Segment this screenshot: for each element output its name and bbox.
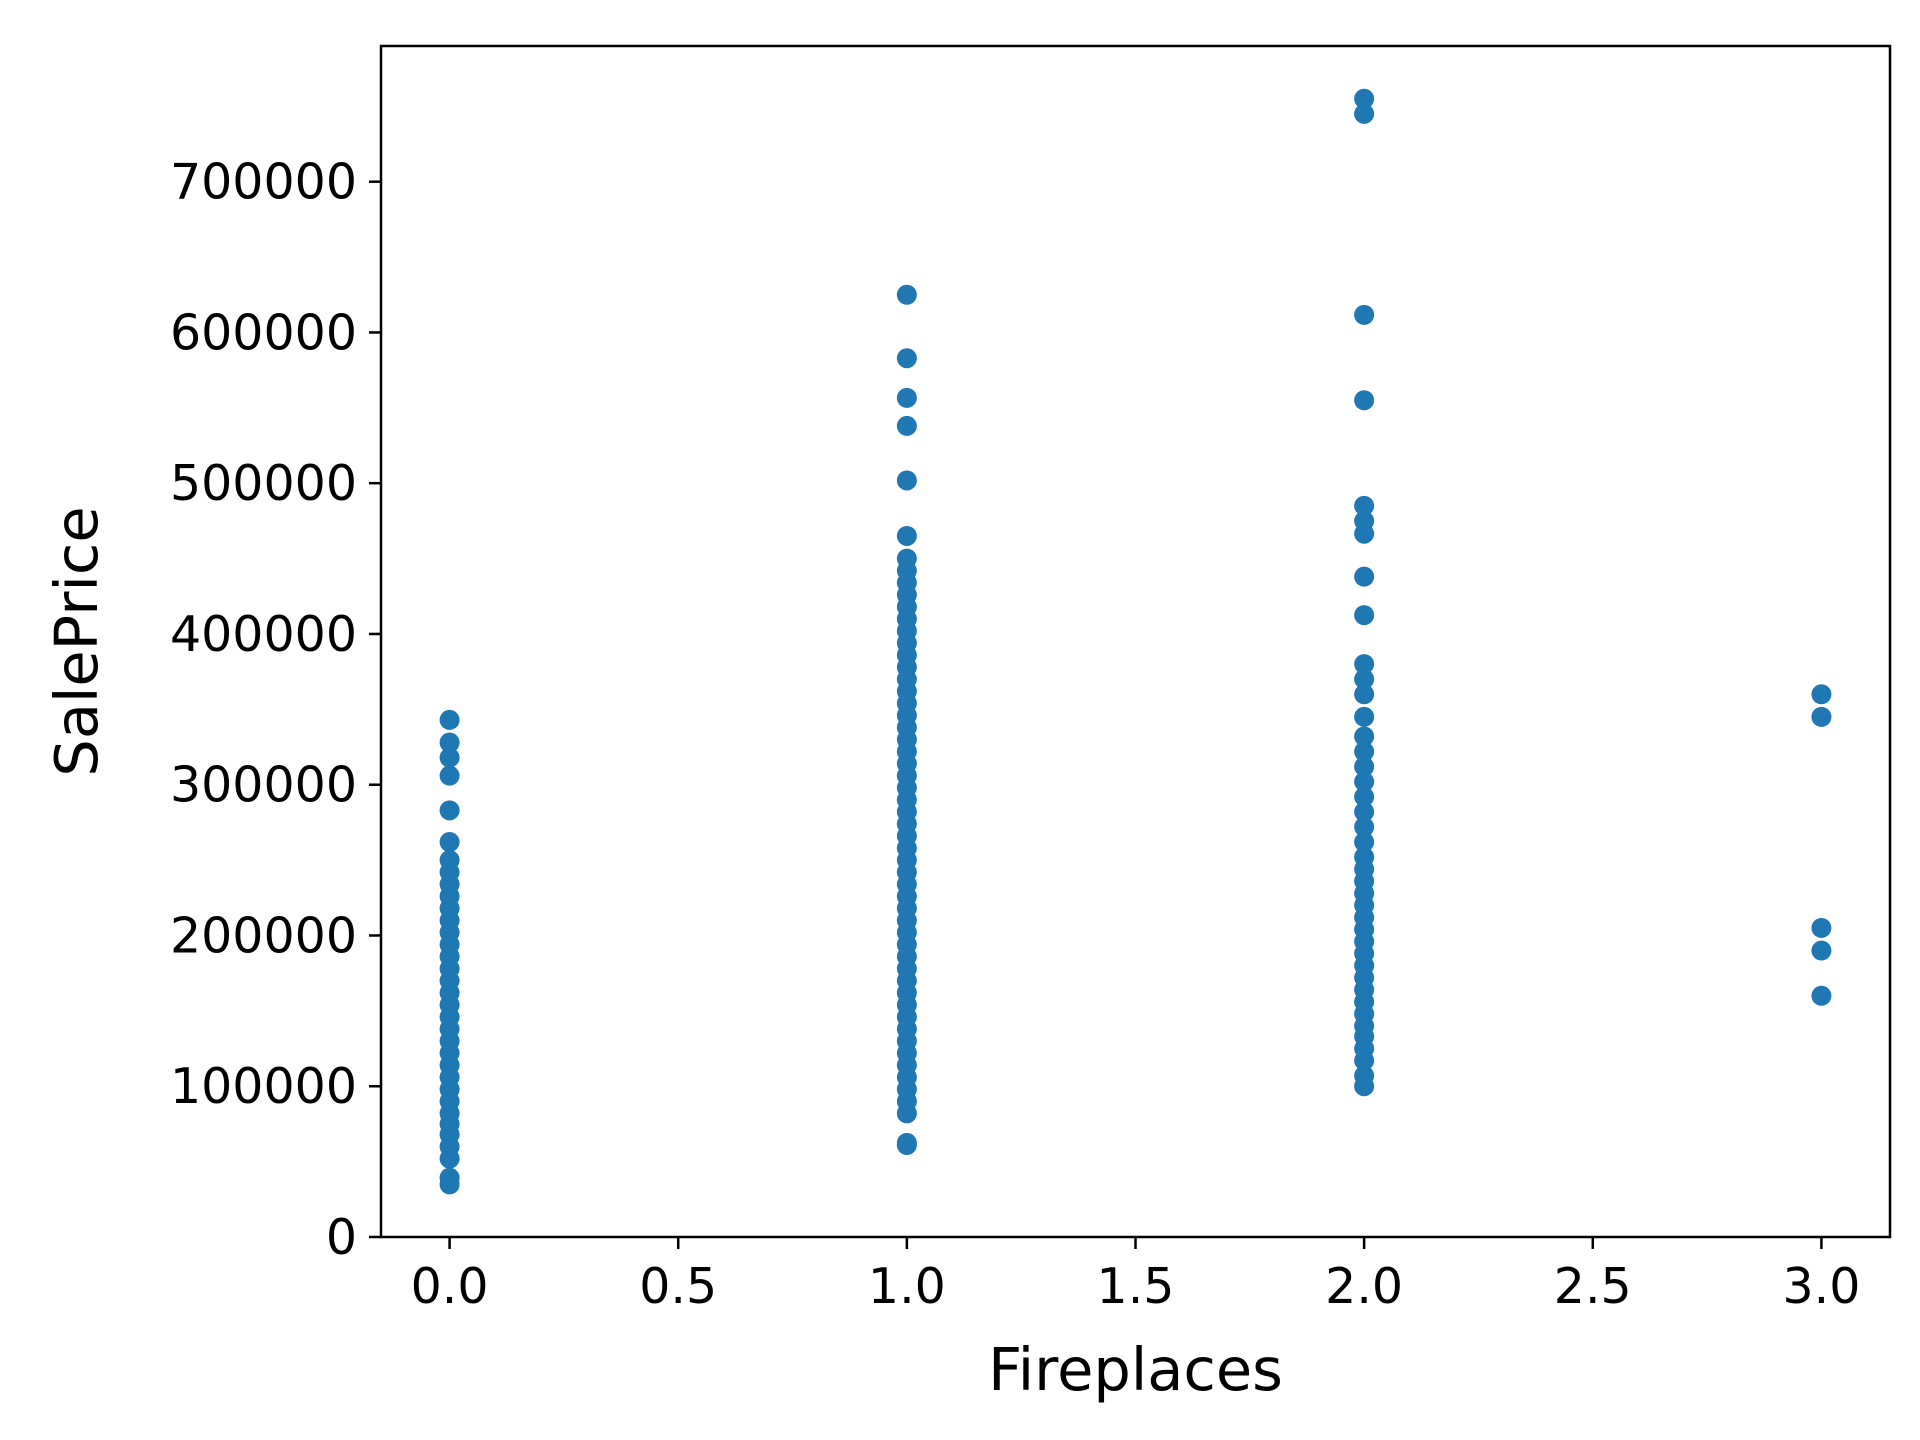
data-point	[896, 548, 917, 569]
plot-frame	[379, 44, 1892, 1239]
y-axis-ticks: 0 100000 200000 300000 400000 500000 600000 700…	[170, 154, 381, 1266]
data-point	[439, 732, 460, 753]
data-point	[1354, 654, 1375, 675]
data-point	[896, 284, 917, 305]
y-tick-label: 700000	[170, 154, 357, 211]
data-point	[439, 1167, 460, 1188]
data-point	[439, 832, 460, 853]
x-tick-label: 2.5	[1554, 1258, 1632, 1315]
y-axis-label: SalePrice	[42, 506, 111, 776]
data-point	[1811, 917, 1832, 938]
data-point	[1354, 88, 1375, 109]
data-point	[1354, 669, 1375, 690]
x-tick-label: 2.0	[1325, 1258, 1403, 1315]
data-point	[1354, 510, 1375, 531]
y-tick-label: 500000	[170, 455, 357, 512]
y-tick-label: 100000	[170, 1058, 357, 1115]
y-tick-label: 200000	[170, 907, 357, 964]
data-point	[896, 348, 917, 369]
data-point	[1354, 756, 1375, 777]
data-point	[1354, 605, 1375, 626]
data-point	[1354, 304, 1375, 325]
data-point	[896, 387, 917, 408]
data-point	[439, 800, 460, 821]
data-point	[896, 525, 917, 546]
data-point	[1354, 786, 1375, 807]
data-point	[1354, 847, 1375, 868]
y-tick-label: 0	[326, 1209, 357, 1266]
points-layer	[439, 88, 1832, 1195]
data-point	[896, 1132, 917, 1153]
x-tick-label: 1.0	[868, 1258, 946, 1315]
data-point	[1354, 566, 1375, 587]
data-point	[1354, 726, 1375, 747]
data-point	[439, 747, 460, 768]
x-axis-ticks: 0.0 0.5 1.0 1.5 2.0 2.5 3.0	[411, 1237, 1860, 1315]
data-point	[1354, 390, 1375, 411]
data-point	[439, 765, 460, 786]
data-point	[1354, 832, 1375, 853]
data-point	[1811, 706, 1832, 727]
data-point	[1354, 684, 1375, 705]
y-tick-label: 400000	[170, 606, 357, 663]
x-tick-label: 3.0	[1782, 1258, 1860, 1315]
data-point	[1354, 816, 1375, 837]
data-point	[1354, 103, 1375, 124]
x-axis-label: Fireplaces	[988, 1335, 1283, 1404]
data-point	[1354, 801, 1375, 822]
data-point	[439, 709, 460, 730]
x-tick-label: 0.5	[639, 1258, 717, 1315]
data-point	[1811, 684, 1832, 705]
data-point	[1354, 495, 1375, 516]
x-tick-label: 1.5	[1097, 1258, 1175, 1315]
data-point	[1354, 771, 1375, 792]
x-tick-label: 0.0	[411, 1258, 489, 1315]
y-tick-label: 600000	[170, 304, 357, 361]
data-point	[439, 850, 460, 871]
data-point	[1811, 985, 1832, 1006]
data-point	[1354, 1065, 1375, 1086]
data-point	[1811, 940, 1832, 961]
data-point	[896, 470, 917, 491]
y-tick-label: 300000	[170, 757, 357, 814]
data-point	[896, 415, 917, 436]
data-point	[1354, 706, 1375, 727]
data-point	[1354, 741, 1375, 762]
